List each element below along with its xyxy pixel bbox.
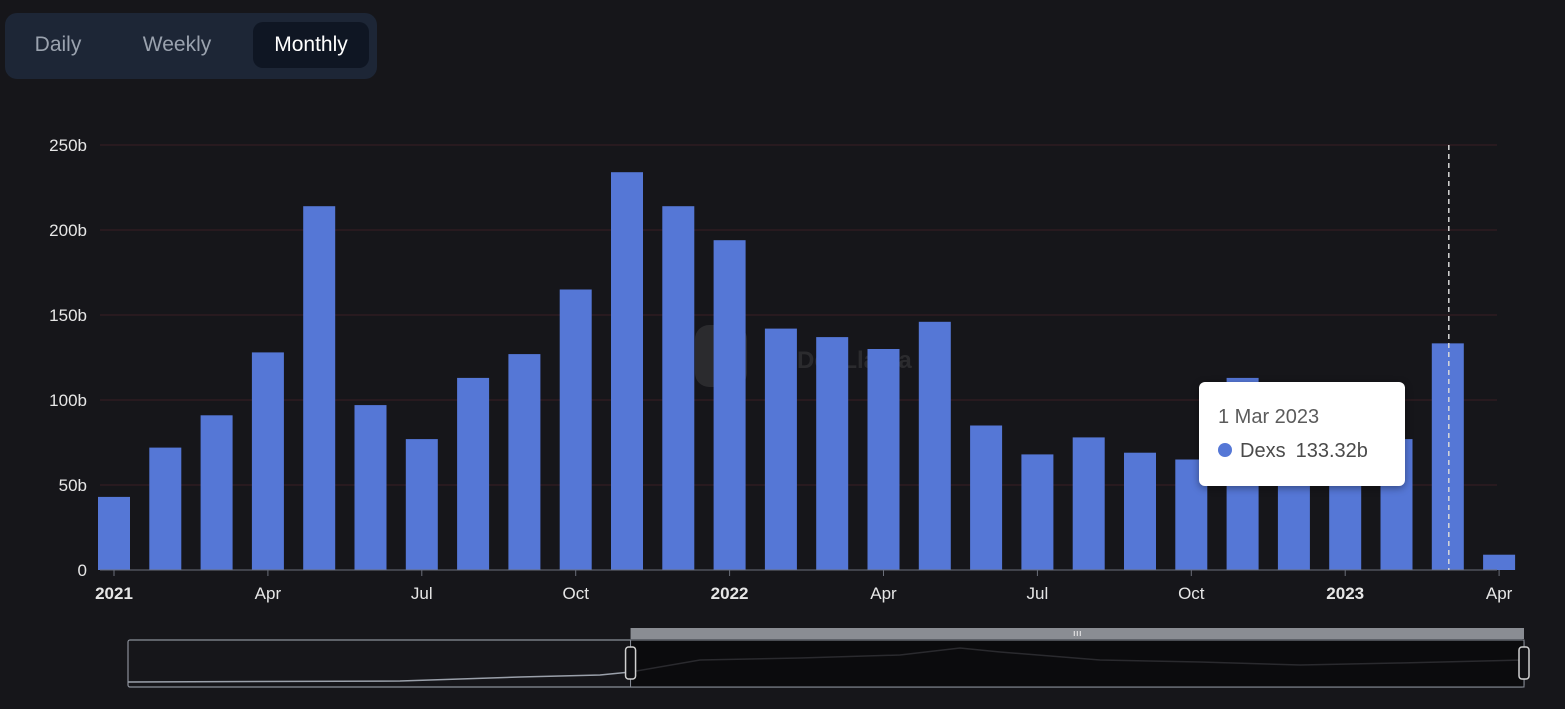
tooltip-value: 133.32b xyxy=(1295,440,1368,462)
bar xyxy=(303,206,336,570)
brush-right-handle xyxy=(1518,646,1530,680)
y-tick-label: 0 xyxy=(78,561,87,580)
y-tick-label: 150b xyxy=(49,306,87,325)
bar xyxy=(200,415,233,570)
weekly-button[interactable]: Weekly xyxy=(142,33,212,56)
bar xyxy=(1124,452,1156,570)
bar xyxy=(1483,554,1516,570)
bar xyxy=(611,172,643,570)
bar xyxy=(508,354,541,570)
bar xyxy=(1021,454,1054,570)
bar xyxy=(149,447,182,570)
x-tick-label: Apr xyxy=(870,584,897,603)
bar xyxy=(713,240,746,570)
tooltip-series-name: Dexs xyxy=(1240,440,1286,462)
brush-preview-line xyxy=(127,671,631,683)
bar xyxy=(405,439,438,570)
bar xyxy=(354,405,387,570)
bar xyxy=(662,206,695,570)
bar xyxy=(764,328,797,570)
bar xyxy=(918,321,951,570)
bar xyxy=(1431,343,1464,570)
x-tick-label: Oct xyxy=(1178,584,1205,603)
bar xyxy=(1072,437,1105,570)
y-tick-label: 250b xyxy=(49,136,87,155)
x-tick-label: 2021 xyxy=(95,584,133,603)
bar xyxy=(457,377,490,570)
x-tick-label: 2023 xyxy=(1326,584,1364,603)
bar xyxy=(867,349,900,570)
bar xyxy=(251,352,284,570)
tooltip-date: 1 Mar 2023 xyxy=(1218,406,1320,428)
bar xyxy=(559,289,592,570)
chart-tooltip: 1 Mar 2023 Dexs 133.32b xyxy=(1199,382,1405,486)
timeframe-toggle: Daily Weekly Monthly xyxy=(5,13,377,79)
x-tick-label: Oct xyxy=(562,584,589,603)
brush-selected-line xyxy=(630,647,1525,673)
bar xyxy=(98,496,130,570)
x-tick-label: 2022 xyxy=(711,584,749,603)
brush-left-handle xyxy=(624,646,637,680)
x-tick-label: Apr xyxy=(255,584,282,603)
y-tick-label: 200b xyxy=(49,221,87,240)
x-tick-label: Apr xyxy=(1486,584,1513,603)
monthly-button[interactable]: Monthly xyxy=(253,22,369,68)
bar xyxy=(816,337,849,570)
bar xyxy=(970,425,1003,570)
x-tick-label: Jul xyxy=(411,584,433,603)
y-tick-label: 100b xyxy=(49,391,87,410)
tooltip-row: Dexs 133.32b xyxy=(1218,440,1368,463)
series-dot-icon xyxy=(1218,443,1232,457)
x-tick-label: Jul xyxy=(1027,584,1049,603)
y-tick-label: 50b xyxy=(59,476,87,495)
daily-button[interactable]: Daily xyxy=(34,33,82,56)
